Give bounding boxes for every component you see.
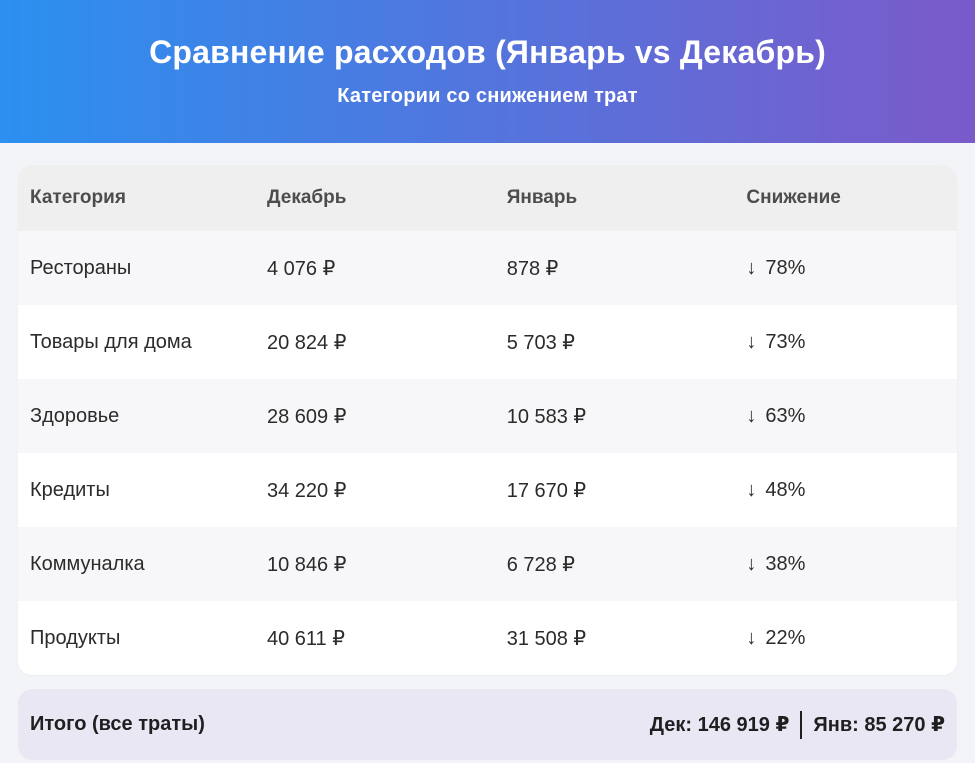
reduction-percent: 48% bbox=[765, 478, 806, 501]
category-cell: Коммуналка bbox=[30, 552, 145, 575]
table-row: Рестораны 4 076 ₽ 878 ₽ ↓ 78% bbox=[18, 231, 957, 305]
column-header-december: Декабрь bbox=[266, 187, 347, 208]
category-cell: Рестораны bbox=[30, 256, 132, 279]
reduction-cell: ↓ 22% bbox=[746, 627, 945, 650]
down-arrow-icon: ↓ bbox=[746, 404, 757, 427]
page-title: Сравнение расходов (Январь vs Декабрь) bbox=[149, 33, 826, 70]
down-arrow-icon: ↓ bbox=[746, 256, 757, 279]
table-header-row: Категория Декабрь Январь Снижение bbox=[18, 165, 957, 231]
january-value-cell: 5 703 ₽ bbox=[506, 331, 576, 354]
category-cell: Здоровье bbox=[30, 404, 120, 427]
december-value-cell: 40 611 ₽ bbox=[266, 627, 345, 650]
reduction-percent: 22% bbox=[765, 626, 806, 649]
table-row: Продукты 40 611 ₽ 31 508 ₽ ↓ 22% bbox=[18, 601, 957, 675]
table-row: Коммуналка 10 846 ₽ 6 728 ₽ ↓ 38% bbox=[18, 527, 957, 601]
column-header-january: Январь bbox=[506, 187, 578, 208]
vertical-divider bbox=[800, 710, 803, 739]
column-header-reduction: Снижение bbox=[746, 187, 841, 208]
category-cell: Продукты bbox=[30, 626, 121, 649]
december-value-cell: 20 824 ₽ bbox=[266, 331, 347, 354]
december-value-cell: 4 076 ₽ bbox=[266, 257, 336, 280]
january-total: Янв: 85 270 ₽ bbox=[813, 714, 945, 736]
december-value-cell: 34 220 ₽ bbox=[266, 479, 347, 502]
table-row: Здоровье 28 609 ₽ 10 583 ₽ ↓ 63% bbox=[18, 379, 957, 453]
reduction-percent: 63% bbox=[765, 404, 806, 427]
report-header: Сравнение расходов (Январь vs Декабрь) К… bbox=[0, 0, 975, 143]
reduction-percent: 38% bbox=[765, 552, 806, 575]
down-arrow-icon: ↓ bbox=[746, 478, 757, 501]
expense-comparison-table: Категория Декабрь Январь Снижение Рестор… bbox=[18, 165, 957, 675]
december-value-cell: 28 609 ₽ bbox=[266, 405, 347, 428]
december-value-cell: 10 846 ₽ bbox=[266, 553, 347, 576]
reduction-percent: 78% bbox=[765, 256, 806, 279]
reduction-cell: ↓ 63% bbox=[746, 405, 945, 428]
january-value-cell: 10 583 ₽ bbox=[506, 405, 587, 428]
january-value-cell: 17 670 ₽ bbox=[506, 479, 587, 502]
reduction-cell: ↓ 73% bbox=[746, 331, 945, 354]
january-value-cell: 878 ₽ bbox=[506, 257, 559, 280]
december-total: Дек: 146 919 ₽ bbox=[649, 714, 790, 736]
totals-values: Дек: 146 919 ₽ Янв: 85 270 ₽ bbox=[649, 710, 945, 739]
table-row: Кредиты 34 220 ₽ 17 670 ₽ ↓ 48% bbox=[18, 453, 957, 527]
down-arrow-icon: ↓ bbox=[746, 330, 757, 353]
table-row: Товары для дома 20 824 ₽ 5 703 ₽ ↓ 73% bbox=[18, 305, 957, 379]
reduction-percent: 73% bbox=[765, 330, 806, 353]
totals-bar: Итого (все траты) Дек: 146 919 ₽ Янв: 85… bbox=[18, 689, 957, 760]
down-arrow-icon: ↓ bbox=[746, 626, 757, 649]
totals-label: Итого (все траты) bbox=[30, 713, 205, 735]
category-cell: Кредиты bbox=[30, 478, 110, 501]
january-value-cell: 31 508 ₽ bbox=[506, 627, 587, 650]
page-subtitle: Категории со снижением трат bbox=[337, 85, 638, 108]
january-value-cell: 6 728 ₽ bbox=[506, 553, 576, 576]
reduction-cell: ↓ 38% bbox=[746, 553, 945, 576]
down-arrow-icon: ↓ bbox=[746, 552, 757, 575]
column-header-category: Категория bbox=[30, 187, 126, 208]
category-cell: Товары для дома bbox=[30, 330, 192, 353]
reduction-cell: ↓ 48% bbox=[746, 479, 945, 502]
reduction-cell: ↓ 78% bbox=[746, 257, 945, 280]
